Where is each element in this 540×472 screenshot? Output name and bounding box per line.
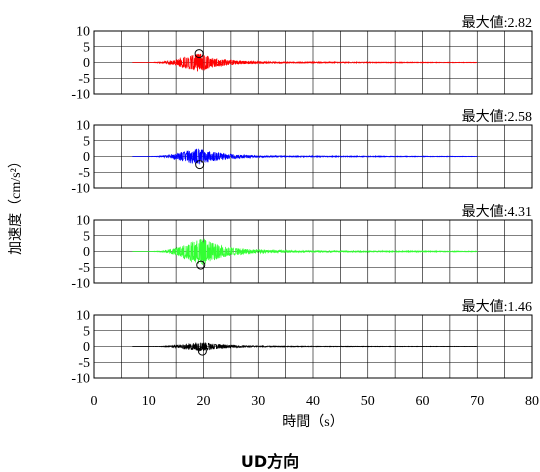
- waveform-trace: [132, 238, 478, 265]
- x-tick-label: 10: [142, 394, 156, 409]
- x-tick-label: 20: [197, 394, 211, 409]
- x-tick-label: 50: [361, 394, 375, 409]
- y-tick-label: -5: [78, 261, 90, 276]
- y-tick-label: -5: [78, 356, 90, 371]
- y-axis-label: 加速度（cm/s²）: [8, 154, 24, 255]
- figure-caption: UD方向: [240, 452, 300, 471]
- x-tick-label: 30: [251, 394, 265, 409]
- y-tick-label: 10: [76, 309, 90, 324]
- peak-label: 最大値:2.82: [462, 15, 532, 31]
- y-tick-label: 10: [76, 25, 90, 40]
- x-axis-label: 時間（s）: [282, 414, 343, 430]
- y-tick-label: -10: [71, 182, 90, 197]
- peak-marker: [195, 160, 205, 170]
- waveform-trace: [132, 53, 478, 72]
- x-tick-label: 70: [470, 394, 484, 409]
- y-tick-label: -5: [78, 72, 90, 87]
- peak-label: 最大値:4.31: [462, 204, 532, 220]
- x-tick-label: 0: [91, 394, 98, 409]
- peak-marker: [197, 346, 207, 356]
- y-tick-label: -10: [71, 277, 90, 292]
- x-tick-label: 80: [525, 394, 539, 409]
- y-tick-label: 5: [83, 40, 90, 55]
- y-tick-label: 0: [83, 56, 90, 71]
- x-tick-label: 40: [306, 394, 320, 409]
- y-tick-label: 0: [83, 245, 90, 260]
- y-tick-label: 0: [83, 340, 90, 355]
- y-tick-label: 5: [83, 134, 90, 149]
- y-tick-label: 5: [83, 229, 90, 244]
- peak-marker: [196, 260, 206, 270]
- x-tick-label: 60: [416, 394, 430, 409]
- y-tick-label: 10: [76, 119, 90, 134]
- y-tick-label: 10: [76, 214, 90, 229]
- peak-label: 最大値:2.58: [462, 109, 532, 125]
- waveform-trace: [132, 148, 478, 165]
- y-tick-label: -10: [71, 88, 90, 103]
- y-tick-label: 0: [83, 150, 90, 165]
- peak-marker: [194, 49, 204, 59]
- peak-label: 最大値:1.46: [462, 299, 532, 315]
- y-tick-label: -5: [78, 166, 90, 181]
- y-tick-label: -10: [71, 372, 90, 387]
- y-tick-label: 5: [83, 324, 90, 339]
- waveform-trace: [132, 342, 478, 352]
